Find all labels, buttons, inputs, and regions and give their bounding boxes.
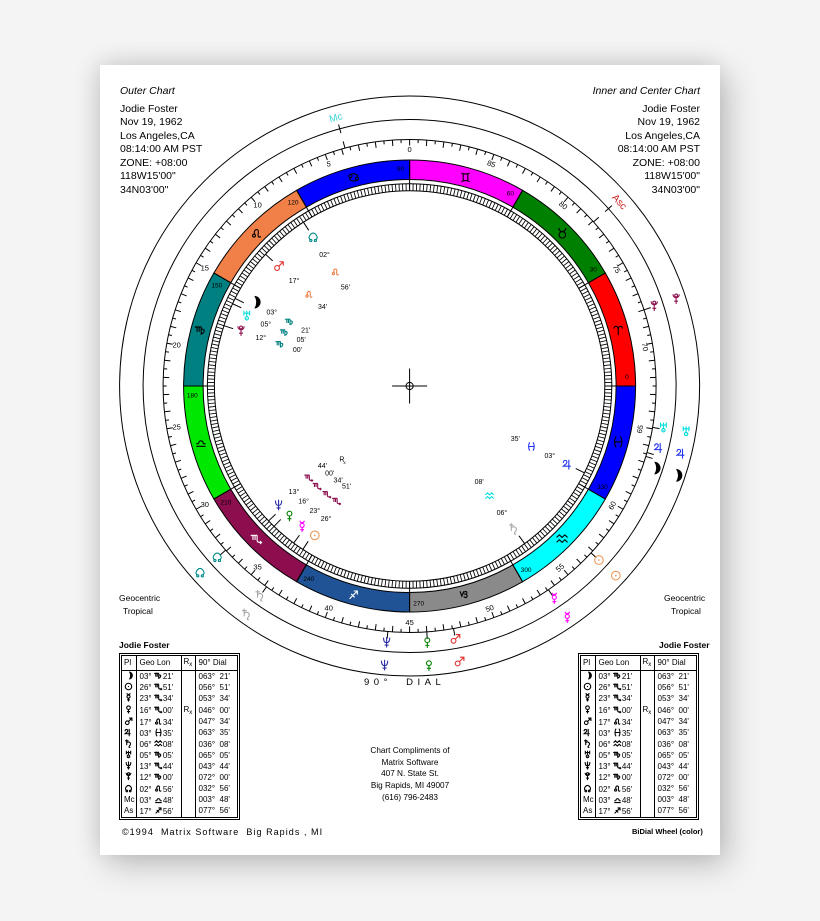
svg-text:60: 60 — [606, 500, 618, 512]
svg-text:35': 35' — [511, 436, 520, 443]
svg-text:Asc: Asc — [609, 192, 628, 212]
svg-text:51': 51' — [342, 483, 351, 490]
svg-text:75: 75 — [611, 263, 623, 275]
svg-text:17°: 17° — [289, 277, 300, 285]
svg-text:21': 21' — [301, 328, 310, 335]
svg-text:12°: 12° — [255, 334, 266, 342]
svg-text:85: 85 — [486, 158, 497, 169]
svg-text:0: 0 — [625, 374, 629, 381]
svg-text:80: 80 — [557, 199, 569, 211]
svg-text:90: 90 — [397, 166, 405, 173]
svg-text:26°: 26° — [321, 515, 332, 523]
svg-text:15: 15 — [201, 263, 209, 272]
svg-text:240: 240 — [303, 576, 314, 583]
svg-text:34': 34' — [334, 477, 343, 484]
svg-text:00': 00' — [325, 470, 334, 477]
svg-text:34': 34' — [318, 304, 327, 311]
svg-text:120: 120 — [288, 200, 299, 207]
svg-text:02°: 02° — [319, 251, 330, 259]
svg-text:20: 20 — [173, 340, 181, 349]
svg-text:06°: 06° — [497, 509, 508, 517]
svg-text:0: 0 — [408, 145, 412, 154]
svg-text:50: 50 — [484, 603, 495, 614]
svg-text:R: R — [339, 457, 344, 464]
svg-text:00': 00' — [293, 347, 302, 354]
svg-text:300: 300 — [521, 567, 532, 574]
svg-text:270: 270 — [413, 601, 424, 608]
svg-text:55: 55 — [554, 562, 566, 574]
svg-text:30: 30 — [201, 500, 209, 509]
svg-text:210: 210 — [221, 500, 232, 507]
svg-text:30: 30 — [590, 267, 598, 274]
svg-text:03°: 03° — [266, 308, 277, 316]
svg-text:25: 25 — [173, 423, 181, 432]
svg-text:23°: 23° — [309, 507, 320, 515]
svg-text:08': 08' — [475, 479, 484, 486]
svg-text:150: 150 — [211, 282, 222, 289]
svg-text:x: x — [343, 460, 346, 465]
svg-text:70: 70 — [640, 342, 650, 352]
svg-text:13°: 13° — [289, 488, 300, 496]
svg-text:Mc: Mc — [328, 111, 344, 125]
svg-text:65: 65 — [635, 424, 645, 434]
svg-text:03°: 03° — [544, 452, 555, 460]
svg-text:10: 10 — [253, 200, 261, 209]
svg-text:05': 05' — [297, 337, 306, 344]
svg-text:40: 40 — [325, 604, 333, 613]
svg-text:5: 5 — [327, 159, 331, 168]
svg-text:45: 45 — [405, 618, 413, 627]
svg-text:60: 60 — [507, 190, 515, 197]
svg-text:330: 330 — [597, 484, 608, 491]
svg-text:16°: 16° — [298, 498, 309, 506]
svg-text:180: 180 — [187, 392, 198, 399]
svg-text:56': 56' — [341, 284, 350, 291]
svg-text:35: 35 — [253, 563, 261, 572]
svg-text:05°: 05° — [261, 321, 272, 329]
svg-text:44': 44' — [318, 463, 327, 470]
